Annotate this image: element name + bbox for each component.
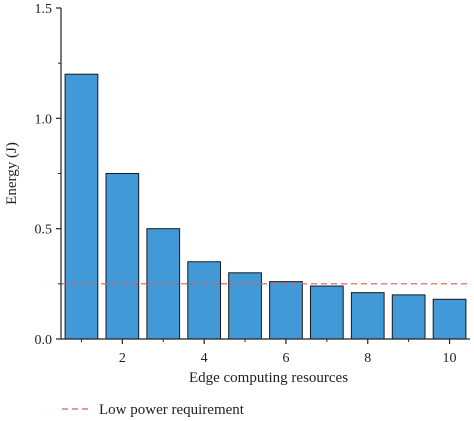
x-axis-title: Edge computing resources: [189, 370, 348, 386]
bar-1: [64, 73, 99, 340]
bars-layer: [64, 73, 467, 340]
y-tick-label-0.0: 0.0: [35, 333, 53, 348]
bar-10: [432, 298, 467, 340]
y-tick-label-1.5: 1.5: [35, 2, 53, 17]
y-axis-title: Energy (J): [4, 142, 20, 205]
x-tick-label-6: 6: [282, 351, 289, 366]
x-tick-label-2: 2: [119, 351, 126, 366]
bar-4: [187, 261, 222, 340]
ticks-layer: 0.0 0.5 1.0 1.5 2 4 6 8 10: [35, 2, 457, 366]
bar-8: [350, 292, 385, 340]
bar-5: [228, 272, 262, 340]
x-tick-label-10: 10: [443, 351, 457, 366]
bar-9: [391, 294, 426, 340]
legend: Low power requirement: [62, 402, 245, 418]
bar-6: [269, 281, 303, 340]
y-tick-label-1.0: 1.0: [35, 112, 53, 127]
x-tick-label-4: 4: [201, 351, 208, 366]
bar-2: [105, 173, 140, 340]
y-tick-label-0.5: 0.5: [35, 223, 53, 238]
legend-label-low-power: Low power requirement: [99, 402, 245, 418]
x-tick-label-8: 8: [364, 351, 371, 366]
bar-7: [309, 285, 344, 340]
